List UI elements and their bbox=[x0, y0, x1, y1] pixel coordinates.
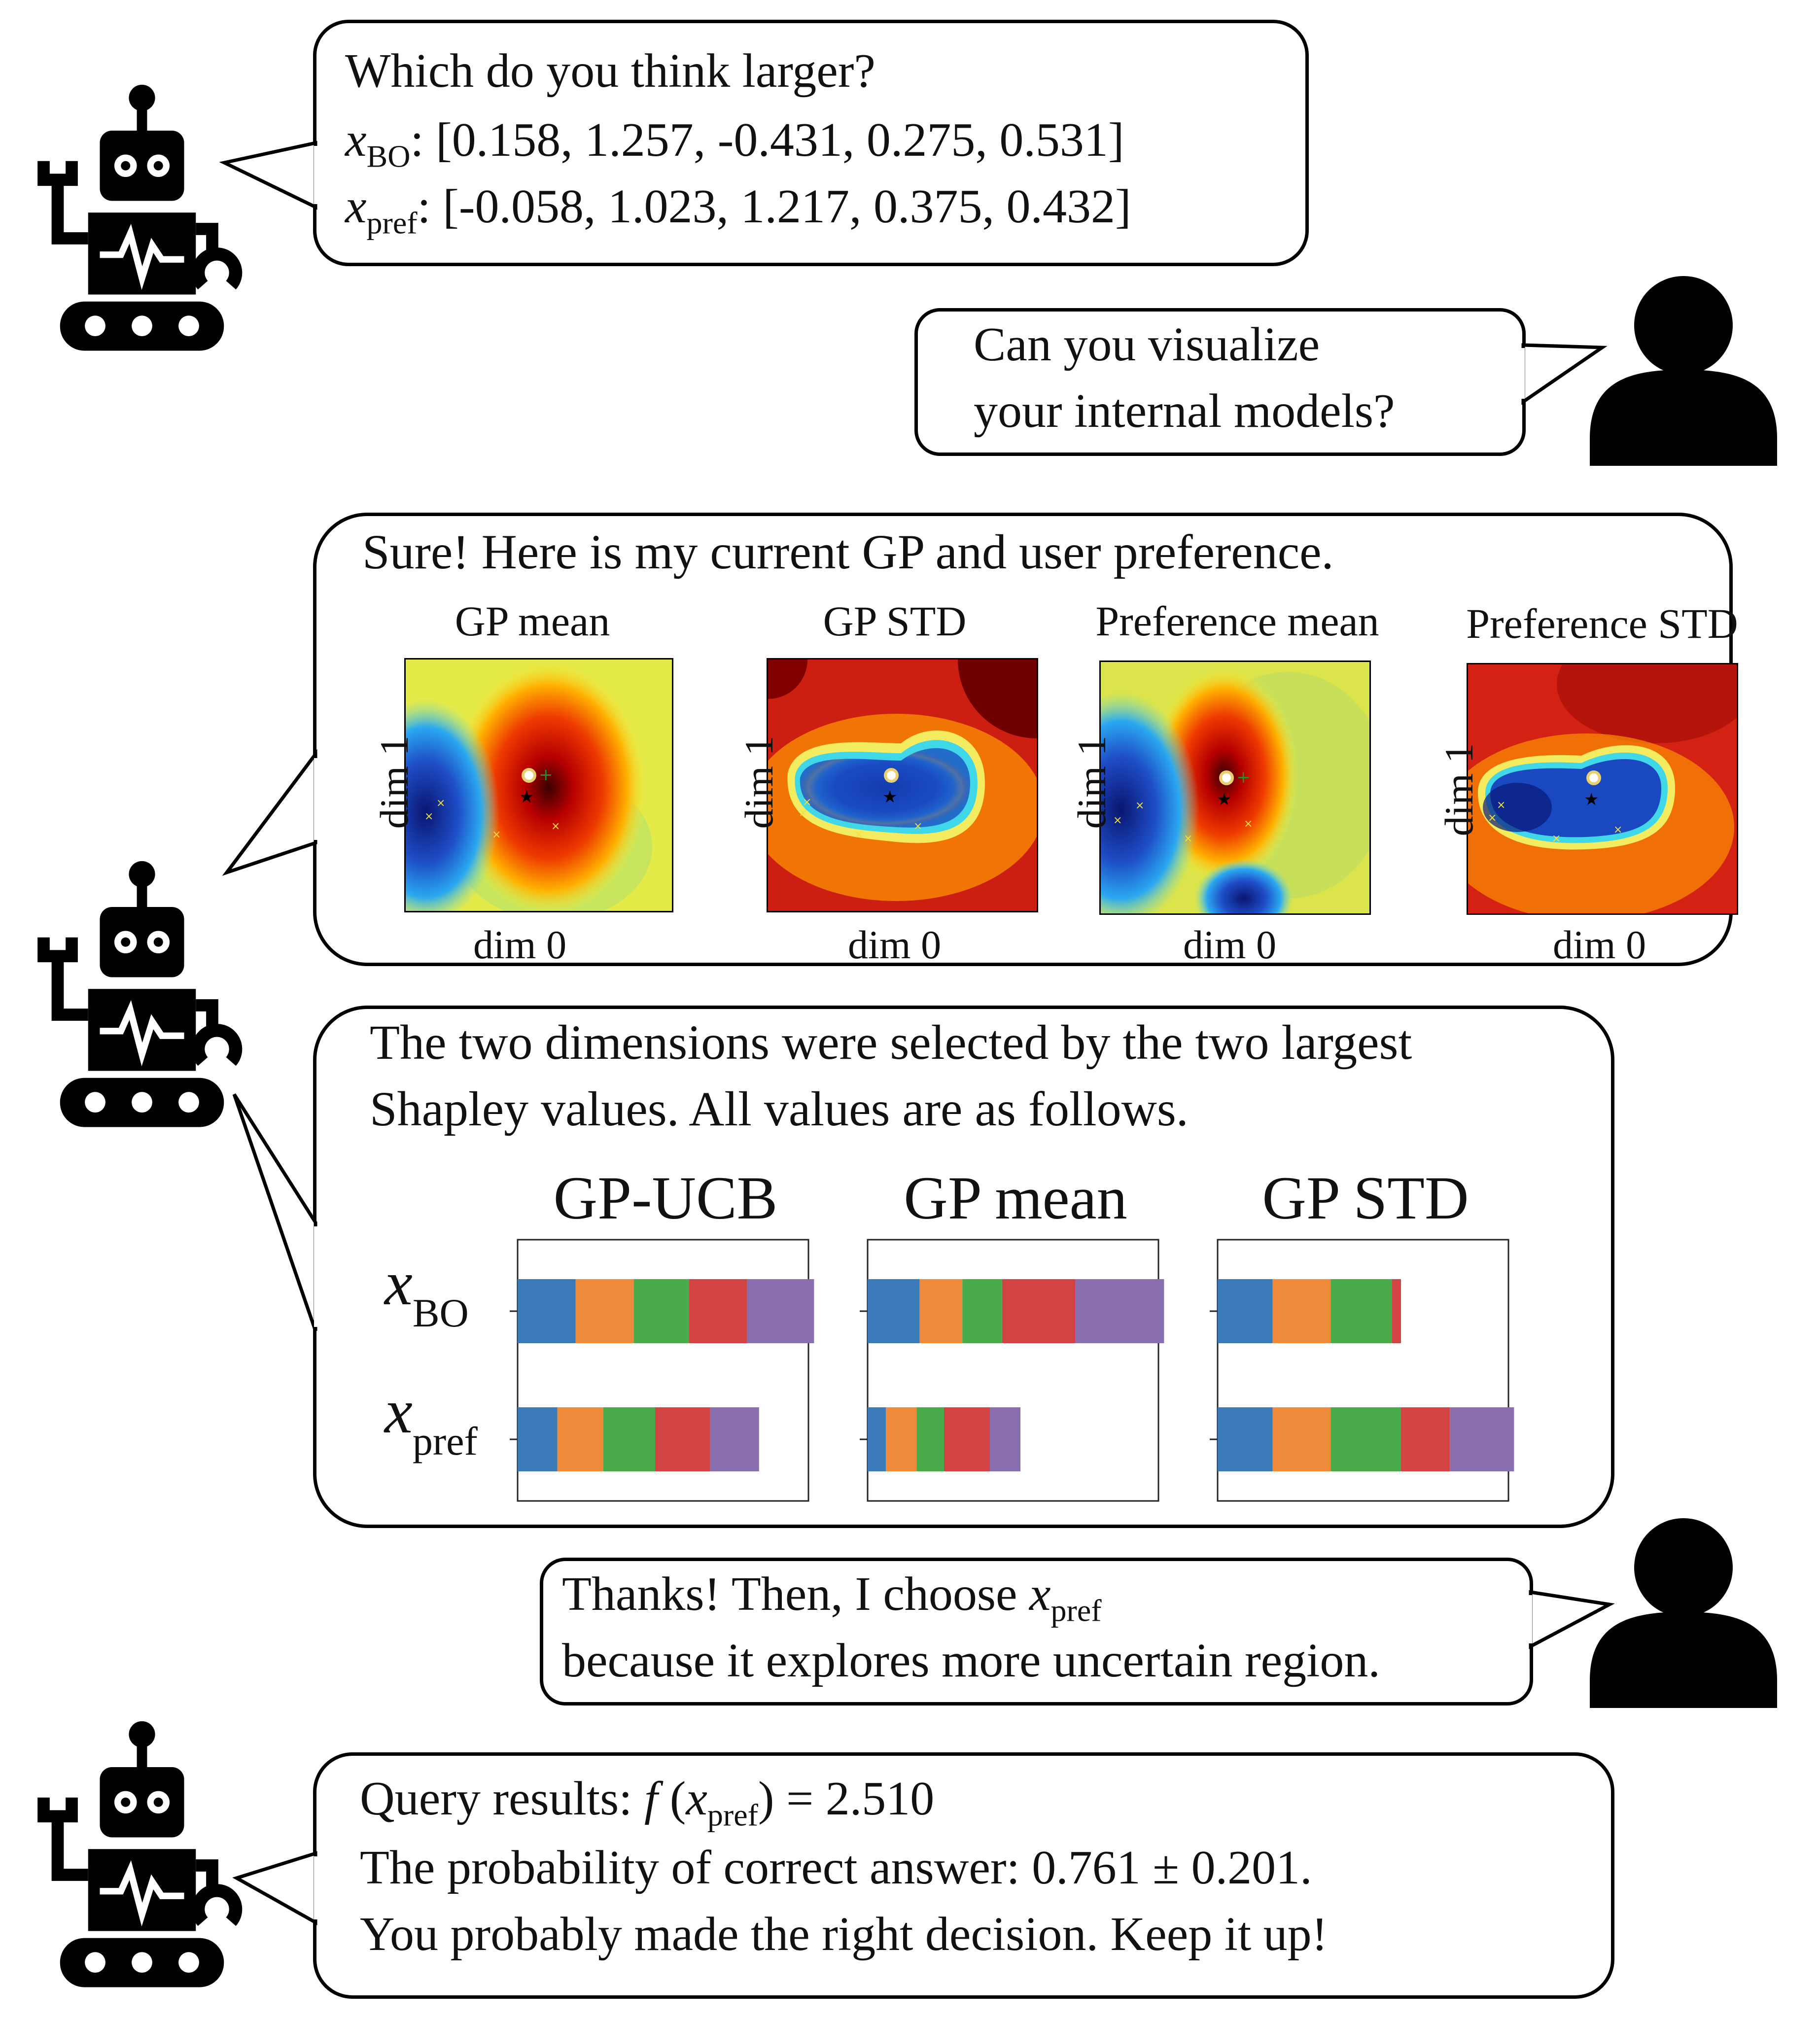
svg-text:×: × bbox=[1244, 818, 1253, 830]
message-bubble-user-choice bbox=[540, 1558, 1533, 1706]
shapley-text-line-2: Shapley values. All values are as follow… bbox=[370, 1081, 1189, 1136]
svg-text:+: + bbox=[539, 765, 553, 785]
chart-title: GP STD bbox=[1262, 1164, 1469, 1232]
heatmap-title: GP STD bbox=[823, 597, 967, 645]
x-axis-label: dim 0 bbox=[848, 922, 942, 967]
svg-text:★: ★ bbox=[1584, 790, 1599, 809]
request-line-2: your internal models? bbox=[974, 384, 1395, 438]
x-axis-label: dim 0 bbox=[1183, 922, 1277, 967]
svg-text:×: × bbox=[854, 829, 863, 841]
models-intro-text: Sure! Here is my current GP and user pre… bbox=[362, 524, 1334, 579]
y-axis-label: dim 1 bbox=[736, 735, 781, 829]
gp-std-heatmap: ★ × × × × bbox=[767, 658, 1038, 912]
x-pref-vector: xpref: [-0.058, 1.023, 1.217, 0.375, 0.4… bbox=[345, 180, 1131, 241]
query-result-line: Query results: f (xpref) = 2.510 bbox=[360, 1772, 935, 1833]
svg-text:×: × bbox=[1135, 800, 1144, 812]
heatmap-title: GP mean bbox=[455, 597, 610, 645]
svg-text:×: × bbox=[492, 829, 501, 841]
svg-text:×: × bbox=[1488, 812, 1497, 824]
preference-std-heatmap: ★ × × × × bbox=[1467, 663, 1738, 915]
heatmap-title: Preference STD bbox=[1466, 600, 1738, 647]
preference-mean-heatmap: + ★ × × × × bbox=[1099, 661, 1371, 915]
x-axis-label: dim 0 bbox=[473, 922, 567, 967]
x-axis-label: dim 0 bbox=[1553, 922, 1646, 967]
message-bubble-robot-result bbox=[313, 1752, 1614, 1999]
svg-text:×: × bbox=[803, 796, 811, 808]
choice-line-2: because it explores more uncertain regio… bbox=[562, 1634, 1380, 1687]
svg-text:×: × bbox=[1113, 814, 1122, 827]
svg-text:★: ★ bbox=[519, 787, 534, 807]
heatmap-title: Preference mean bbox=[1095, 597, 1379, 645]
message-bubble-robot-question bbox=[313, 20, 1309, 266]
shapley-text-line-1: The two dimensions were selected by the … bbox=[370, 1015, 1412, 1070]
svg-text:×: × bbox=[436, 797, 445, 809]
probability-line: The probability of correct answer: 0.761… bbox=[360, 1841, 1312, 1894]
svg-text:★: ★ bbox=[882, 787, 897, 807]
category-label: xBO bbox=[385, 1248, 469, 1336]
svg-text:×: × bbox=[1613, 824, 1622, 836]
y-axis-label: dim 1 bbox=[1436, 743, 1481, 836]
question-text: Which do you think larger? bbox=[345, 44, 875, 98]
request-line-1: Can you visualize bbox=[974, 318, 1320, 371]
x-bo-vector: xBO: [0.158, 1.257, -0.431, 0.275, 0.531… bbox=[345, 113, 1124, 174]
y-axis-label: dim 1 bbox=[372, 735, 417, 829]
svg-text:×: × bbox=[913, 820, 922, 833]
choice-line-1: Thanks! Then, I choose xpref bbox=[562, 1567, 1102, 1628]
gp-mean-heatmap: + ★ × × × × bbox=[404, 658, 673, 912]
svg-text:×: × bbox=[551, 820, 560, 833]
svg-text:×: × bbox=[799, 807, 807, 819]
chart-title: GP mean bbox=[904, 1164, 1127, 1232]
category-label: xpref bbox=[385, 1376, 478, 1464]
svg-text:★: ★ bbox=[1217, 790, 1231, 809]
svg-text:×: × bbox=[1552, 833, 1561, 845]
chart-title: GP-UCB bbox=[553, 1164, 778, 1232]
svg-text:×: × bbox=[1497, 799, 1505, 811]
svg-text:×: × bbox=[1184, 833, 1192, 845]
y-axis-label: dim 1 bbox=[1069, 735, 1114, 829]
svg-text:+: + bbox=[1236, 767, 1251, 787]
encouragement-line: You probably made the right decision. Ke… bbox=[360, 1908, 1328, 1961]
svg-text:×: × bbox=[424, 810, 433, 823]
